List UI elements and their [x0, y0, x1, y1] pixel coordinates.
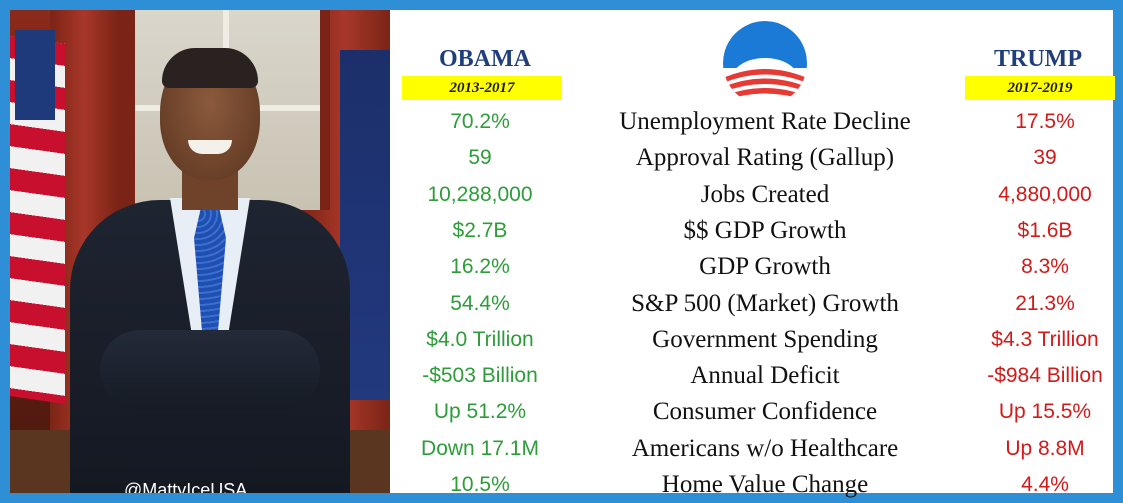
- metric-label: $$ GDP Growth: [683, 216, 847, 244]
- right-value: 8.3%: [1021, 255, 1069, 279]
- left-value: -$503 Billion: [422, 364, 538, 388]
- right-column-years: 2017-2019: [965, 76, 1115, 100]
- table-row: $2.7B $$ GDP Growth $1.6B: [390, 213, 1123, 249]
- left-value: 70.2%: [450, 110, 510, 133]
- table-row: 16.2% GDP Growth 8.3%: [390, 249, 1123, 285]
- metric-label: GDP Growth: [699, 253, 831, 281]
- right-value: 4,880,000: [998, 182, 1092, 206]
- right-value: -$984 Billion: [987, 364, 1103, 388]
- metric-label: Government Spending: [652, 325, 878, 353]
- graphic-panel: @MattyIceUSA OBAMA 2013-2017 TRUMP 2017-…: [10, 10, 1115, 498]
- right-value: 21.3%: [1015, 291, 1075, 315]
- metric-label: Consumer Confidence: [652, 398, 878, 426]
- left-value: 10.5%: [450, 473, 510, 496]
- table-row: $4.0 Trillion Government Spending $4.3 Tri…: [390, 322, 1123, 358]
- table-row: Down 17.1M Americans w/o Healthcare Up 8.8…: [390, 431, 1123, 467]
- left-value: Down 17.1M: [421, 436, 539, 460]
- left-value: $4.0 Trillion: [426, 327, 534, 351]
- credit-handle: @MattyIceUSA: [124, 480, 248, 493]
- right-value: 39: [1033, 146, 1057, 170]
- right-value: $4.3 Trillion: [991, 327, 1099, 351]
- right-value: $1.6B: [1017, 218, 1073, 242]
- metric-label: Approval Rating (Gallup): [635, 144, 895, 172]
- metric-label: Annual Deficit: [690, 362, 840, 390]
- metric-label: Home Value Change: [661, 471, 869, 498]
- left-value: 10,288,000: [427, 182, 533, 206]
- right-column-title: TRUMP: [994, 46, 1082, 72]
- left-column-years: 2013-2017: [402, 76, 562, 100]
- right-value: Up 8.8M: [1005, 436, 1085, 460]
- table-row: 59 Approval Rating (Gallup) 39: [390, 140, 1123, 176]
- left-column-title: OBAMA: [439, 46, 531, 72]
- portrait-photo: @MattyIceUSA: [10, 10, 390, 493]
- metric-label: Jobs Created: [700, 180, 830, 208]
- person-figure: [70, 40, 350, 493]
- right-value: 17.5%: [1015, 110, 1075, 133]
- right-value: 4.4%: [1021, 473, 1069, 496]
- table-row: Up 51.2% Consumer Confidence Up 15.5%: [390, 394, 1123, 430]
- left-value: 59: [468, 146, 492, 170]
- table-row: 10.5% Home Value Change 4.4%: [390, 467, 1123, 503]
- table-row: -$503 Billion Annual Deficit -$984 Billion: [390, 358, 1123, 394]
- left-value: Up 51.2%: [433, 400, 527, 424]
- table-row: 70.2% Unemployment Rate Decline 17.5%: [390, 104, 1123, 140]
- left-value: 54.4%: [450, 291, 510, 315]
- right-value: Up 15.5%: [998, 400, 1092, 424]
- metric-label: Unemployment Rate Decline: [619, 108, 911, 135]
- table-row: 10,288,000 Jobs Created 4,880,000: [390, 177, 1123, 213]
- metric-label: Americans w/o Healthcare: [631, 434, 899, 462]
- left-value: 16.2%: [450, 255, 510, 279]
- campaign-logo-icon: [723, 21, 807, 105]
- table-row: 54.4% S&P 500 (Market) Growth 21.3%: [390, 286, 1123, 322]
- left-value: $2.7B: [452, 218, 508, 242]
- metric-label: S&P 500 (Market) Growth: [631, 289, 899, 317]
